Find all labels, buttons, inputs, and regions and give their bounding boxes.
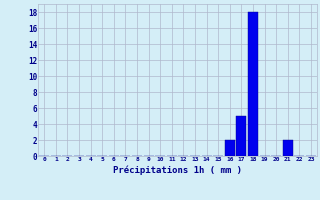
Bar <box>283 140 293 156</box>
Bar <box>248 12 258 156</box>
X-axis label: Précipitations 1h ( mm ): Précipitations 1h ( mm ) <box>113 165 242 175</box>
Bar <box>236 116 246 156</box>
Bar <box>225 140 235 156</box>
